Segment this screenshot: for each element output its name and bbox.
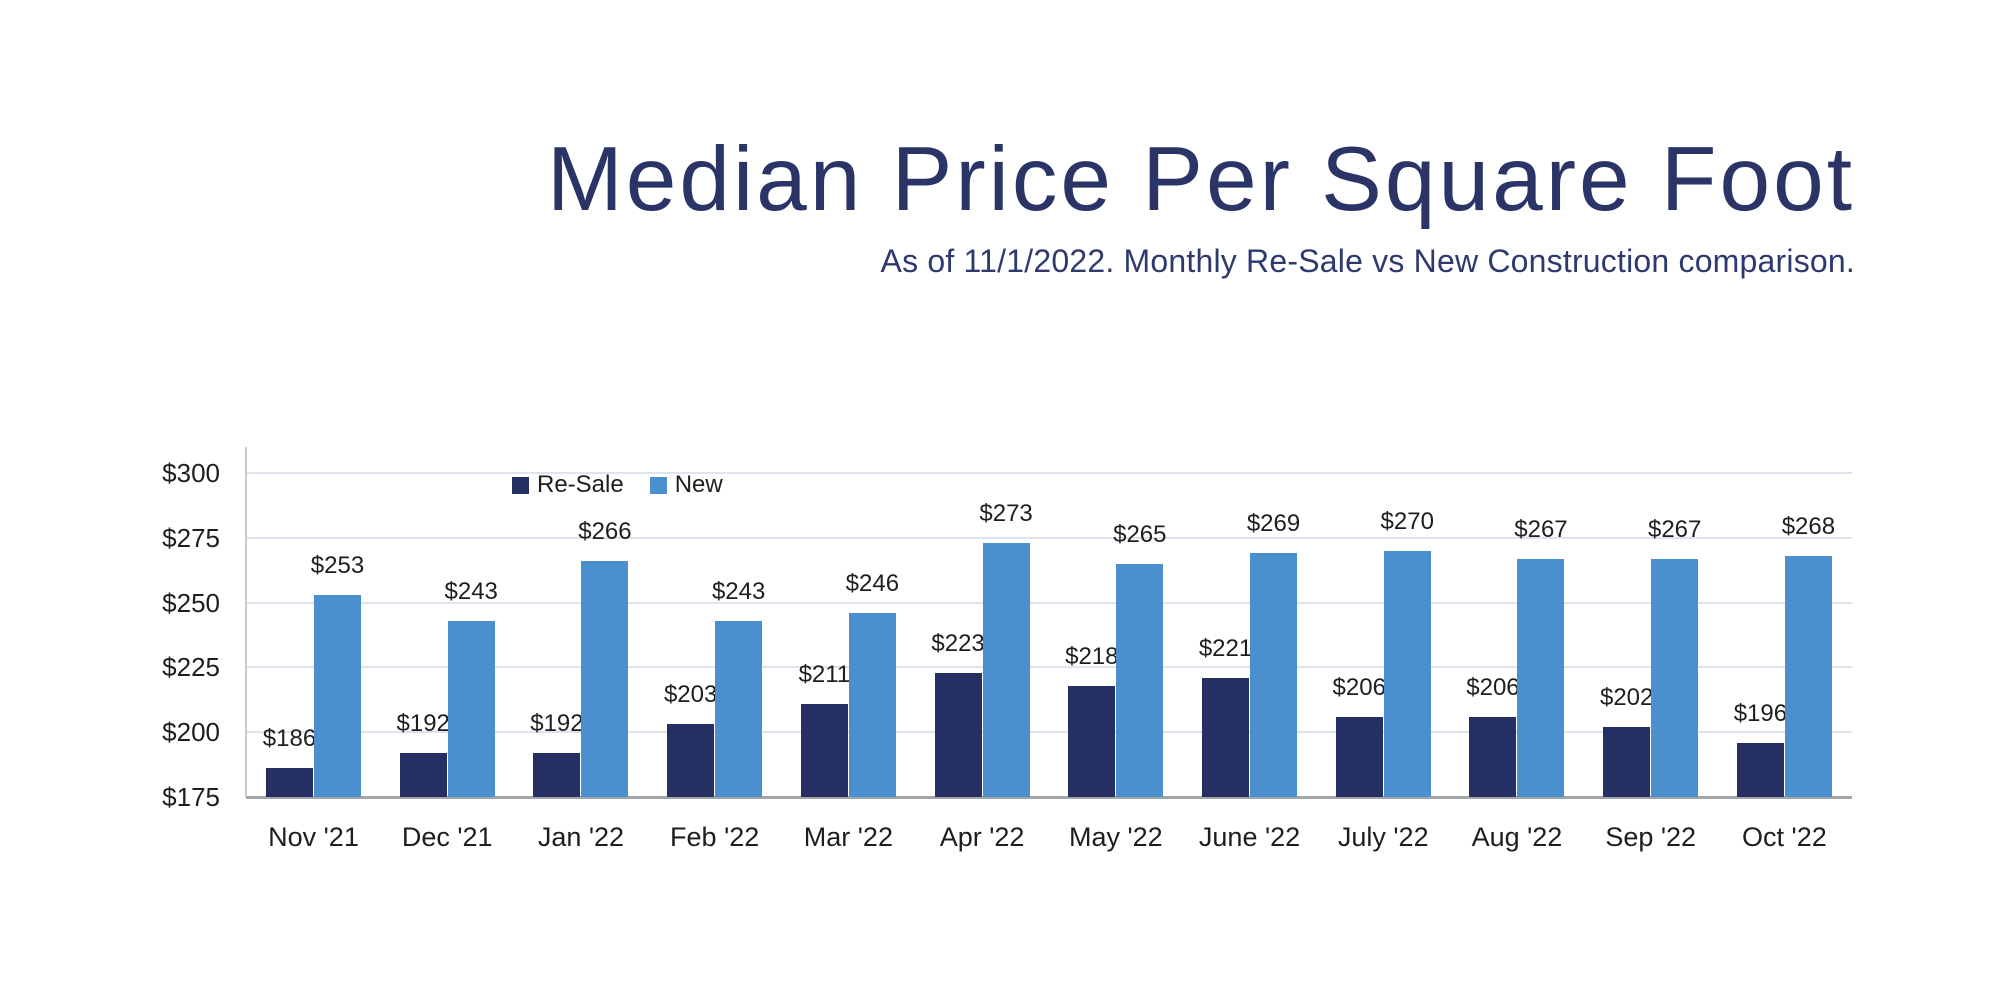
- x-axis-category-label: Sep '22: [1605, 822, 1697, 852]
- chart-title: Median Price Per Square Foot: [546, 129, 1855, 230]
- x-axis-category-label: Apr '22: [939, 822, 1025, 852]
- data-label-re-sale: $206: [1466, 673, 1520, 701]
- data-label-re-sale: $192: [396, 709, 450, 737]
- bar-re-sale: [1068, 685, 1116, 797]
- data-label-re-sale: $196: [1733, 699, 1788, 727]
- bar-re-sale: [1469, 716, 1517, 797]
- bar-re-sale: [800, 703, 848, 797]
- bar-new: [848, 612, 896, 797]
- bar-re-sale: [667, 724, 715, 797]
- x-axis-line: [246, 796, 1852, 799]
- data-label-new: $273: [979, 499, 1033, 527]
- y-axis-tick-label: $250: [162, 587, 220, 618]
- bar-new: [1651, 558, 1699, 797]
- legend-label-re-sale: Re-Sale: [537, 471, 624, 498]
- data-label-re-sale: $203: [663, 681, 718, 709]
- y-axis-line: [245, 447, 247, 797]
- y-axis-tick-label: $200: [162, 717, 220, 748]
- bar-re-sale: [1202, 677, 1250, 797]
- bar-re-sale: [934, 672, 982, 797]
- gridline: [246, 536, 1852, 539]
- x-axis-category-label: Nov '21: [268, 822, 359, 852]
- bar-new: [447, 620, 495, 797]
- x-axis-category-label: Dec '21: [401, 822, 493, 852]
- bar-new: [581, 561, 629, 797]
- data-label-new: $267: [1647, 515, 1702, 543]
- bar-new: [715, 620, 763, 797]
- gridline: [246, 472, 1852, 474]
- bar-re-sale: [1335, 716, 1383, 797]
- bar-re-sale: [1736, 742, 1784, 797]
- bar-new: [1517, 558, 1565, 797]
- x-axis-category-label: June '22: [1198, 822, 1301, 852]
- bar-re-sale: [266, 768, 313, 797]
- data-label-new: $268: [1781, 512, 1836, 540]
- y-axis-tick-label: $175: [162, 782, 220, 812]
- bar-new: [314, 594, 361, 797]
- gridline: [246, 601, 1852, 604]
- data-label-re-sale: $223: [931, 629, 985, 657]
- data-label-new: $243: [711, 577, 766, 605]
- x-axis-category-label: Aug '22: [1471, 822, 1563, 852]
- y-axis-tick-label: $275: [162, 522, 220, 553]
- bar-new: [1250, 553, 1298, 797]
- y-axis-tick-label: $225: [162, 652, 220, 683]
- legend-swatch-re-sale: [512, 476, 529, 494]
- data-label-new: $270: [1380, 507, 1434, 535]
- gridline: [246, 731, 1852, 734]
- bar-re-sale: [1603, 727, 1651, 797]
- data-label-new: $266: [578, 518, 632, 546]
- legend-item-re-sale: Re-Sale: [512, 471, 624, 499]
- data-label-re-sale: $218: [1065, 642, 1119, 670]
- data-label-new: $246: [845, 569, 900, 597]
- bar-new: [982, 542, 1030, 797]
- data-label-re-sale: $192: [530, 709, 584, 737]
- y-axis-tick-label: $300: [162, 458, 220, 488]
- legend-item-new: New: [649, 471, 723, 499]
- data-label-re-sale: $202: [1599, 684, 1654, 712]
- data-label-re-sale: $186: [262, 725, 317, 753]
- data-label-new: $243: [444, 577, 498, 605]
- data-label-new: $253: [310, 551, 365, 579]
- data-label-new: $265: [1113, 520, 1167, 548]
- data-label-re-sale: $211: [798, 660, 851, 688]
- x-axis-category-label: July '22: [1337, 822, 1429, 852]
- x-axis-category-label: Feb '22: [670, 822, 760, 852]
- data-label-re-sale: $206: [1332, 673, 1386, 701]
- data-label-new: $269: [1246, 510, 1301, 538]
- legend-label-new: New: [674, 471, 723, 498]
- x-axis-category-label: May '22: [1068, 822, 1163, 852]
- chart-header: Median Price Per Square Foot As of 11/1/…: [547, 134, 1855, 277]
- bar-re-sale: [533, 752, 581, 797]
- data-label-new: $267: [1514, 515, 1568, 543]
- bar-new: [1383, 550, 1431, 797]
- gridline: [246, 666, 1852, 669]
- bar-new: [1116, 563, 1164, 797]
- bar-new: [1784, 555, 1832, 797]
- chart-legend: Re-Sale New: [512, 471, 723, 499]
- x-axis-category-label: Oct '22: [1742, 822, 1827, 852]
- data-label-re-sale: $221: [1198, 634, 1253, 662]
- bar-re-sale: [399, 752, 447, 797]
- chart-subtitle: As of 11/1/2022. Monthly Re-Sale vs New …: [880, 243, 1855, 279]
- legend-swatch-new: [649, 476, 667, 494]
- x-axis-category-label: Jan '22: [537, 822, 625, 852]
- x-axis-category-label: Mar '22: [803, 822, 893, 852]
